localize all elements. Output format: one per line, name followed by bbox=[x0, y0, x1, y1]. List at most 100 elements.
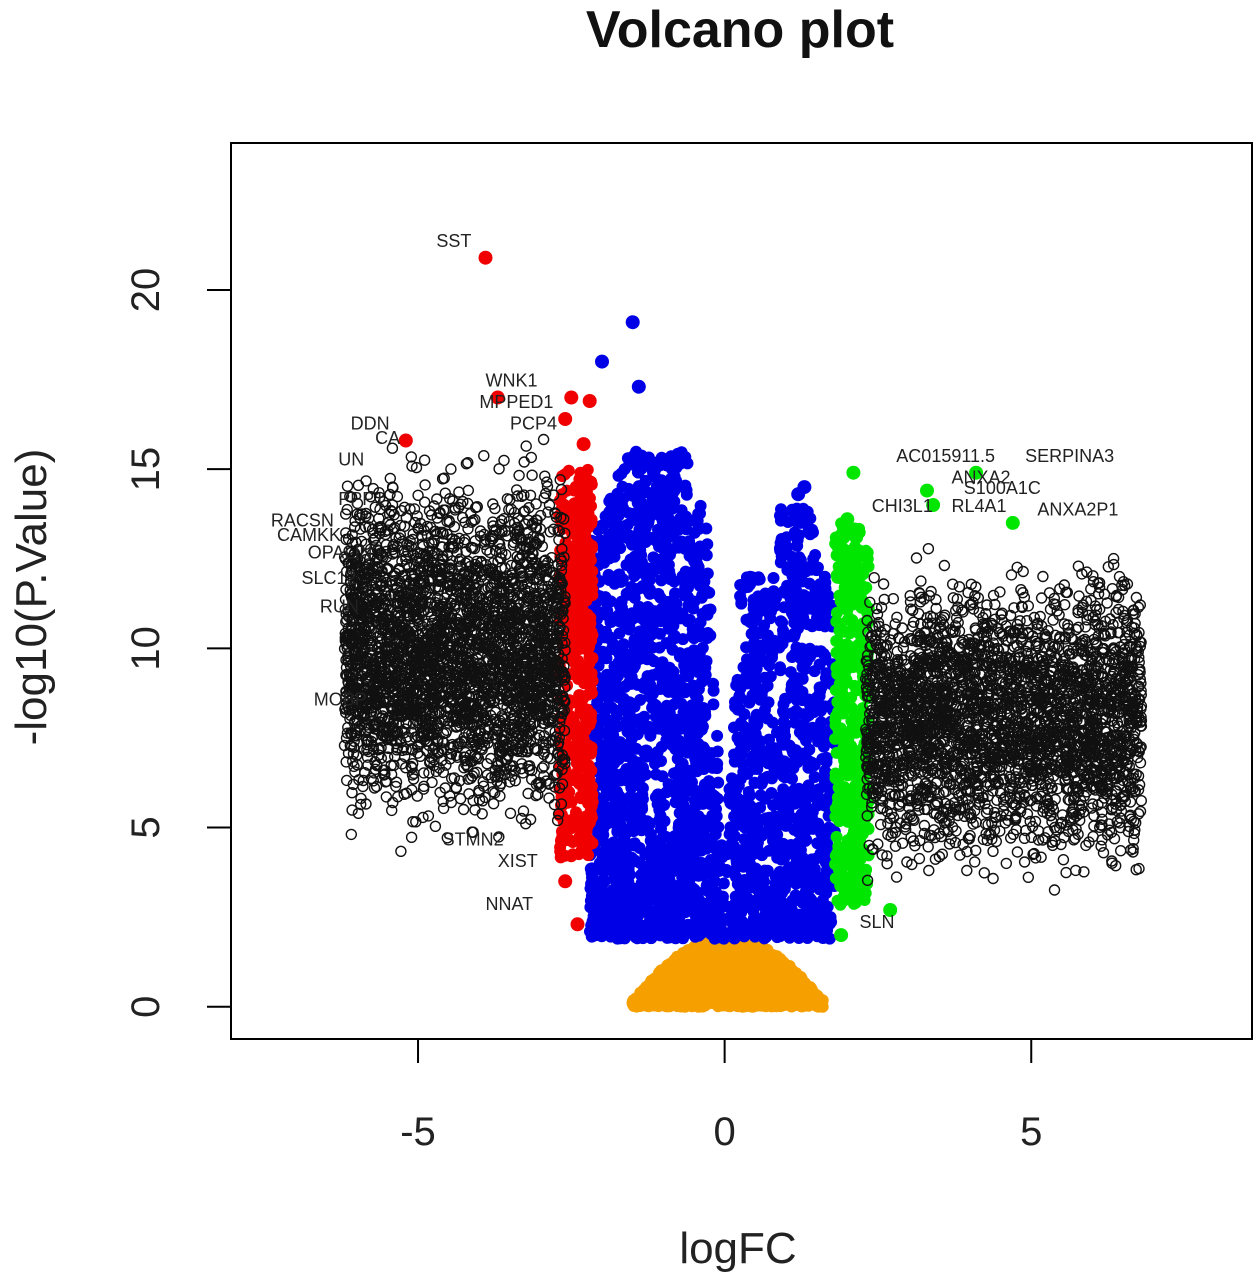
data-point bbox=[692, 977, 705, 990]
data-point bbox=[829, 802, 842, 815]
data-point bbox=[679, 682, 692, 695]
data-point bbox=[608, 722, 621, 735]
data-point bbox=[830, 830, 843, 843]
data-point bbox=[700, 549, 713, 562]
data-point bbox=[741, 842, 754, 855]
data-point bbox=[753, 605, 766, 618]
data-point bbox=[813, 681, 826, 694]
data-point bbox=[580, 839, 592, 852]
data-point bbox=[600, 787, 613, 800]
data-point bbox=[791, 539, 804, 552]
data-point bbox=[650, 563, 663, 576]
data-point bbox=[693, 911, 705, 924]
data-point bbox=[688, 846, 701, 859]
data-point bbox=[766, 716, 779, 729]
data-point bbox=[814, 998, 827, 1011]
data-point bbox=[669, 787, 682, 800]
data-point bbox=[623, 668, 636, 681]
data-point bbox=[627, 507, 640, 520]
data-point bbox=[781, 630, 794, 643]
data-point bbox=[581, 608, 594, 621]
data-point bbox=[838, 880, 851, 893]
data-point bbox=[556, 825, 568, 838]
data-point bbox=[685, 804, 697, 817]
data-point bbox=[725, 772, 738, 785]
data-point bbox=[797, 617, 810, 630]
data-point bbox=[753, 947, 765, 960]
data-point bbox=[754, 921, 767, 934]
data-point bbox=[634, 994, 647, 1007]
data-point bbox=[642, 860, 655, 873]
data-point bbox=[839, 560, 852, 572]
data-point bbox=[765, 787, 778, 799]
data-point bbox=[798, 999, 810, 1012]
data-point bbox=[778, 793, 791, 806]
data-point bbox=[725, 838, 738, 851]
data-point bbox=[700, 755, 712, 767]
data-point bbox=[632, 466, 645, 479]
data-point bbox=[597, 811, 609, 824]
data-point bbox=[638, 873, 651, 886]
data-point bbox=[569, 813, 582, 826]
data-point bbox=[793, 726, 806, 739]
data-point bbox=[810, 645, 823, 658]
data-point bbox=[667, 698, 680, 711]
data-point bbox=[836, 687, 849, 700]
data-point bbox=[669, 676, 682, 689]
data-point bbox=[804, 528, 817, 541]
data-point bbox=[830, 569, 843, 582]
data-point bbox=[658, 858, 671, 871]
data-point bbox=[663, 617, 676, 630]
data-point bbox=[734, 744, 747, 757]
data-point bbox=[805, 756, 818, 769]
data-point bbox=[586, 629, 599, 642]
data-point bbox=[691, 514, 704, 527]
data-point bbox=[749, 659, 762, 672]
data-point bbox=[669, 587, 682, 600]
data-point bbox=[803, 743, 816, 756]
data-point bbox=[687, 602, 700, 615]
data-point bbox=[774, 544, 787, 557]
data-point bbox=[555, 836, 568, 849]
data-point bbox=[638, 919, 651, 932]
data-point bbox=[769, 877, 782, 890]
data-point bbox=[837, 750, 850, 763]
data-point bbox=[801, 591, 814, 604]
data-point bbox=[626, 563, 639, 576]
data-point bbox=[598, 556, 611, 569]
data-point bbox=[628, 839, 641, 852]
data-point bbox=[739, 941, 752, 954]
data-point bbox=[649, 835, 661, 848]
data-point bbox=[767, 572, 780, 584]
data-point bbox=[751, 718, 764, 731]
data-point bbox=[715, 848, 728, 861]
data-point bbox=[774, 615, 787, 628]
data-point bbox=[740, 855, 753, 867]
data-point bbox=[765, 974, 778, 986]
data-point bbox=[775, 998, 788, 1011]
data-point bbox=[695, 591, 708, 604]
data-point bbox=[652, 903, 665, 916]
data-point bbox=[656, 770, 669, 783]
data-point bbox=[801, 932, 814, 944]
data-point bbox=[794, 838, 807, 851]
data-point bbox=[653, 499, 666, 512]
data-point bbox=[738, 956, 751, 969]
data-point bbox=[676, 757, 689, 770]
data-point bbox=[723, 828, 736, 841]
data-point bbox=[652, 788, 665, 801]
data-point bbox=[845, 547, 858, 560]
data-point bbox=[788, 823, 801, 836]
data-point bbox=[571, 481, 584, 494]
data-point bbox=[649, 710, 662, 723]
data-point bbox=[805, 853, 818, 866]
data-point bbox=[585, 867, 598, 879]
data-point bbox=[810, 564, 823, 577]
data-point bbox=[757, 751, 769, 764]
data-point bbox=[574, 659, 587, 672]
data-point bbox=[834, 898, 847, 911]
data-point bbox=[799, 918, 811, 931]
data-point bbox=[701, 820, 714, 832]
data-point bbox=[568, 497, 581, 510]
